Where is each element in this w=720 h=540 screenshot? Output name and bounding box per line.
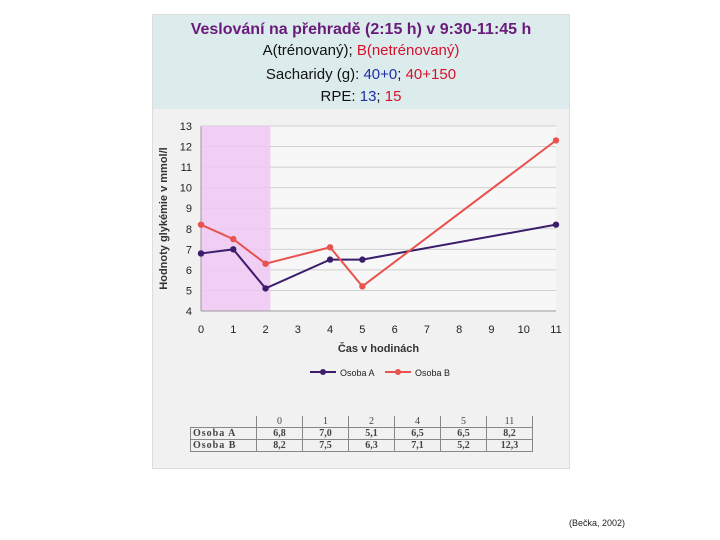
table-cell: 7,0 (302, 427, 349, 440)
y-tick-label: 12 (180, 142, 192, 154)
x-tick-label: 7 (424, 324, 430, 336)
rpe-label: RPE: (320, 88, 360, 105)
table-cell: 8,2 (256, 439, 303, 452)
data-point-b (197, 221, 205, 228)
carbs-separator: ; (397, 66, 406, 83)
table-row-label: Osoba B (190, 439, 257, 452)
carbs-b: 40+150 (405, 66, 457, 83)
legend-label-b: Osoba B (415, 368, 450, 378)
data-point-a (326, 256, 334, 263)
table-row: Osoba A 6,8 7,0 5,1 6,5 6,5 8,2 (190, 427, 533, 440)
data-point-b (552, 137, 560, 144)
rpe-separator: ; (376, 88, 385, 105)
table-cell: 5,1 (348, 427, 395, 440)
table-header-cell: 5 (440, 416, 487, 428)
group-a-label: A(trénovaný) (262, 42, 349, 59)
carbs-line: Sacharidy (g): 40+0; 40+150 (153, 66, 569, 83)
citation: (Bečka, 2002) (569, 518, 626, 528)
groups-line: A(trénovaný); B(netrénovaný) (153, 42, 569, 59)
table-cell: 12,3 (486, 439, 533, 452)
carbs-a: 40+0 (363, 66, 398, 83)
rpe-a: 13 (359, 88, 377, 105)
legend-marker-a (320, 369, 326, 375)
data-point-a (197, 250, 205, 257)
series-lines (197, 137, 560, 292)
table-corner (191, 416, 257, 428)
y-tick-label: 9 (186, 203, 192, 215)
table-cell: 6,5 (394, 427, 441, 440)
data-point-b (326, 244, 334, 251)
x-tick-label: 0 (198, 324, 204, 336)
x-tick-label: 3 (295, 324, 301, 336)
table-row-label: Osoba A (190, 427, 257, 440)
x-tick-label: 4 (327, 324, 333, 336)
x-axis-label: Čas v hodinách (338, 342, 420, 355)
y-tick-label: 7 (186, 244, 192, 256)
carbs-label: Sacharidy (g): (265, 66, 364, 83)
legend-label-a: Osoba A (340, 368, 375, 378)
chart-card: Veslování na přehradě (2:15 h) v 9:30-11… (152, 14, 570, 469)
y-tick-label: 8 (186, 224, 192, 236)
table-cell: 6,8 (256, 427, 303, 440)
data-point-a (552, 221, 560, 228)
table-cell: 8,2 (486, 427, 533, 440)
table-header-cell: 4 (394, 416, 441, 428)
rpe-line: RPE: 13; 15 (153, 88, 569, 105)
data-point-b (359, 283, 366, 290)
series-line-b (200, 139, 557, 288)
slide-title: Veslování na přehradě (2:15 h) v 9:30-11… (190, 21, 532, 38)
y-tick-label: 13 (180, 121, 192, 133)
data-point-b (230, 235, 237, 243)
legend-marker-b (395, 369, 401, 375)
y-tick-label: 11 (181, 162, 192, 174)
exercise-band (201, 126, 271, 311)
x-tick-label: 6 (392, 324, 398, 336)
exercise-highlight (201, 126, 271, 311)
table-row: Osoba B 8,2 7,5 6,3 7,1 5,2 12,3 (190, 439, 533, 452)
y-tick-label: 10 (180, 183, 192, 195)
table-cell: 5,2 (440, 439, 487, 452)
table-header-cell: 2 (348, 416, 395, 428)
x-tick-label: 5 (359, 324, 365, 336)
y-axis-label: Hodnoty glykémie v mmol/l (158, 147, 170, 289)
x-tick-label: 8 (456, 324, 462, 336)
y-tick-label: 4 (186, 306, 192, 318)
table-cell: 7,5 (302, 439, 349, 452)
rpe-b: 15 (384, 88, 402, 105)
x-tick-label: 9 (488, 324, 494, 336)
table-cell: 6,5 (440, 427, 487, 440)
data-point-a (230, 246, 237, 253)
y-tick-label: 5 (186, 285, 192, 297)
table-header-cell: 0 (256, 416, 303, 428)
x-tick-label: 2 (262, 324, 268, 336)
table-cell: 6,3 (348, 439, 395, 452)
table-header-cell: 1 (302, 416, 349, 428)
data-point-b (262, 260, 269, 267)
table-header-row: 0 1 2 4 5 11 (191, 416, 533, 428)
slide-header: Veslování na přehradě (2:15 h) v 9:30-11… (153, 15, 569, 109)
legend: Osoba A Osoba B (310, 368, 450, 378)
groups-separator: ; (348, 42, 357, 59)
y-tick-label: 6 (186, 265, 192, 277)
table-header-cell: 11 (486, 416, 533, 428)
table-cell: 7,1 (394, 439, 441, 452)
group-b-label: B(netrénovaný) (356, 42, 460, 59)
x-tick-label: 10 (518, 324, 530, 336)
data-table: 0 1 2 4 5 11 Osoba A 6,8 7,0 5,1 6,5 6,5… (190, 416, 533, 452)
data-point-a (262, 285, 269, 292)
x-tick-label: 1 (230, 324, 236, 336)
data-point-a (359, 256, 366, 263)
series-line-a (200, 223, 557, 290)
x-tick-label: 11 (550, 324, 561, 336)
